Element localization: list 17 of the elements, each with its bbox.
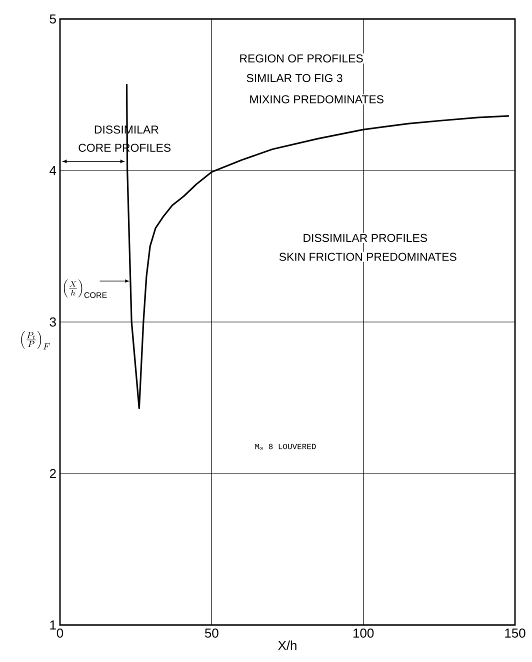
annotation: REGION OF PROFILES [240,54,363,62]
annotation: MIXING PREDOMINATES [250,95,384,104]
x-tick-label: 150 [505,628,526,638]
x-tick-label: 0 [56,628,64,638]
annotation: SKIN FRICTION PREDOMINATES [279,252,456,261]
y-axis-title: $\left(\frac{P_t}{P}\right)_F$ [21,330,50,350]
annotation: $\left(\frac{X}{h}\right)_{\mathrm{CORE}}$ [64,279,107,298]
x-axis-title: X/h [278,640,296,650]
x-tick-label: 100 [354,628,374,638]
y-tick-label: 2 [50,468,56,478]
x-tick-label: 50 [204,628,218,638]
annotation: DISSIMILAR PROFILES [304,234,428,242]
y-tick-label: 3 [50,317,56,327]
y-tick-label: 4 [50,166,56,175]
y-tick-label: 1 [50,620,56,630]
annotation: SIMILAR TO FIG 3 [246,74,342,82]
y-tick-label: 5 [50,14,56,24]
